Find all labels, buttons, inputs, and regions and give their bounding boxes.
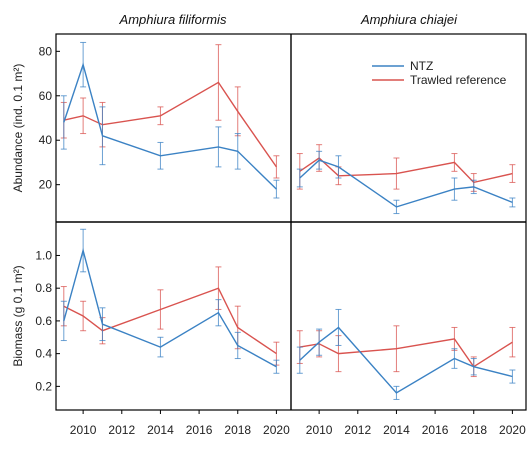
- trawled-series-line: [63, 81, 277, 168]
- panel-title: Amphiura filiformis: [119, 12, 227, 27]
- ntz-series-line: [63, 247, 277, 368]
- y-tick-label: 60: [39, 89, 53, 103]
- y-tick-label: 1.0: [35, 248, 52, 262]
- x-tick-label: 2020: [263, 423, 290, 437]
- x-tick-label: 2012: [344, 423, 371, 437]
- y-axis-label: Biomass (g 0.1 m²): [11, 265, 25, 366]
- x-tick-label: 2018: [224, 423, 251, 437]
- panel-abundance-filiformis: [60, 41, 280, 199]
- x-tick-label: 2020: [499, 423, 526, 437]
- y-axis-label: Abundance (ind. 0.1 m²): [11, 64, 25, 193]
- y-tick-label: 20: [39, 178, 53, 192]
- y-tick-label: 0.8: [35, 281, 52, 295]
- x-tick-label: 2018: [460, 423, 487, 437]
- x-tick-label: 2010: [306, 423, 333, 437]
- x-tick-label: 2014: [383, 423, 410, 437]
- trawled-series-line: [63, 287, 277, 355]
- y-tick-label: 80: [39, 44, 53, 58]
- trawled-series-line: [299, 338, 513, 368]
- legend-label-trawled: Trawled reference: [410, 73, 507, 87]
- panel-title: Amphiura chiajei: [360, 12, 458, 27]
- x-tick-label: 2012: [108, 423, 135, 437]
- panel-biomass-filiformis: [60, 228, 280, 374]
- legend-label-ntz: NTZ: [410, 59, 433, 73]
- ntz-series-line: [299, 326, 513, 394]
- x-tick-label: 2016: [186, 423, 213, 437]
- ntz-series-line: [63, 62, 277, 190]
- ntz-series-line: [299, 159, 513, 208]
- panel-biomass-chiajei: [296, 308, 516, 400]
- x-tick-label: 2014: [147, 423, 174, 437]
- panel-abundance-chiajei: [296, 144, 516, 215]
- x-tick-label: 2016: [422, 423, 449, 437]
- x-tick-label: 2010: [70, 423, 97, 437]
- y-tick-label: 0.2: [35, 379, 52, 393]
- trawled-series-line: [299, 157, 513, 184]
- y-tick-label: 0.6: [35, 314, 52, 328]
- y-tick-label: 0.4: [35, 347, 52, 361]
- y-tick-label: 40: [39, 133, 53, 147]
